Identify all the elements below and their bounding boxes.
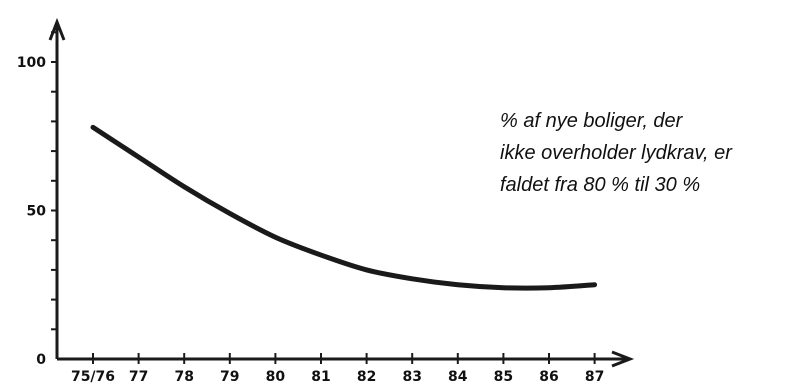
x-axis-arrow <box>611 350 635 368</box>
series-line <box>90 124 598 291</box>
ticks-layer: 0 50 100 75/76 77 78 79 80 81 82 83 84 85 86 87 <box>17 31 604 385</box>
y-tick-label: 100 <box>17 55 46 71</box>
x-tick-label: 81 <box>311 369 330 385</box>
x-tick-label: 84 <box>448 369 468 385</box>
x-tick-label: 85 <box>494 369 513 385</box>
x-tick-label: 79 <box>220 369 239 385</box>
x-tick-label: 75/76 <box>71 369 115 385</box>
x-tick-label: 83 <box>402 369 421 385</box>
y-axis-arrow <box>48 17 66 41</box>
x-tick-label: 77 <box>129 369 148 385</box>
x-tick-label: 78 <box>174 369 193 385</box>
axes-layer <box>48 17 635 368</box>
x-tick-label: 80 <box>266 369 286 385</box>
x-tick-label: 86 <box>539 369 558 385</box>
annotation-line-3: faldet fra 80 % til 30 % <box>500 174 700 196</box>
annotation-line-1: % af nye boliger, der <box>500 110 684 132</box>
annotation: % af nye boliger, der ikke overholder ly… <box>500 110 733 196</box>
x-tick-label: 82 <box>357 369 376 385</box>
annotation-line-2: ikke overholder lydkrav, er <box>500 142 733 164</box>
x-tick-label: 87 <box>585 369 604 385</box>
y-tick-label: 0 <box>36 352 46 368</box>
y-tick-label: 50 <box>27 204 47 220</box>
series-layer <box>90 124 598 291</box>
